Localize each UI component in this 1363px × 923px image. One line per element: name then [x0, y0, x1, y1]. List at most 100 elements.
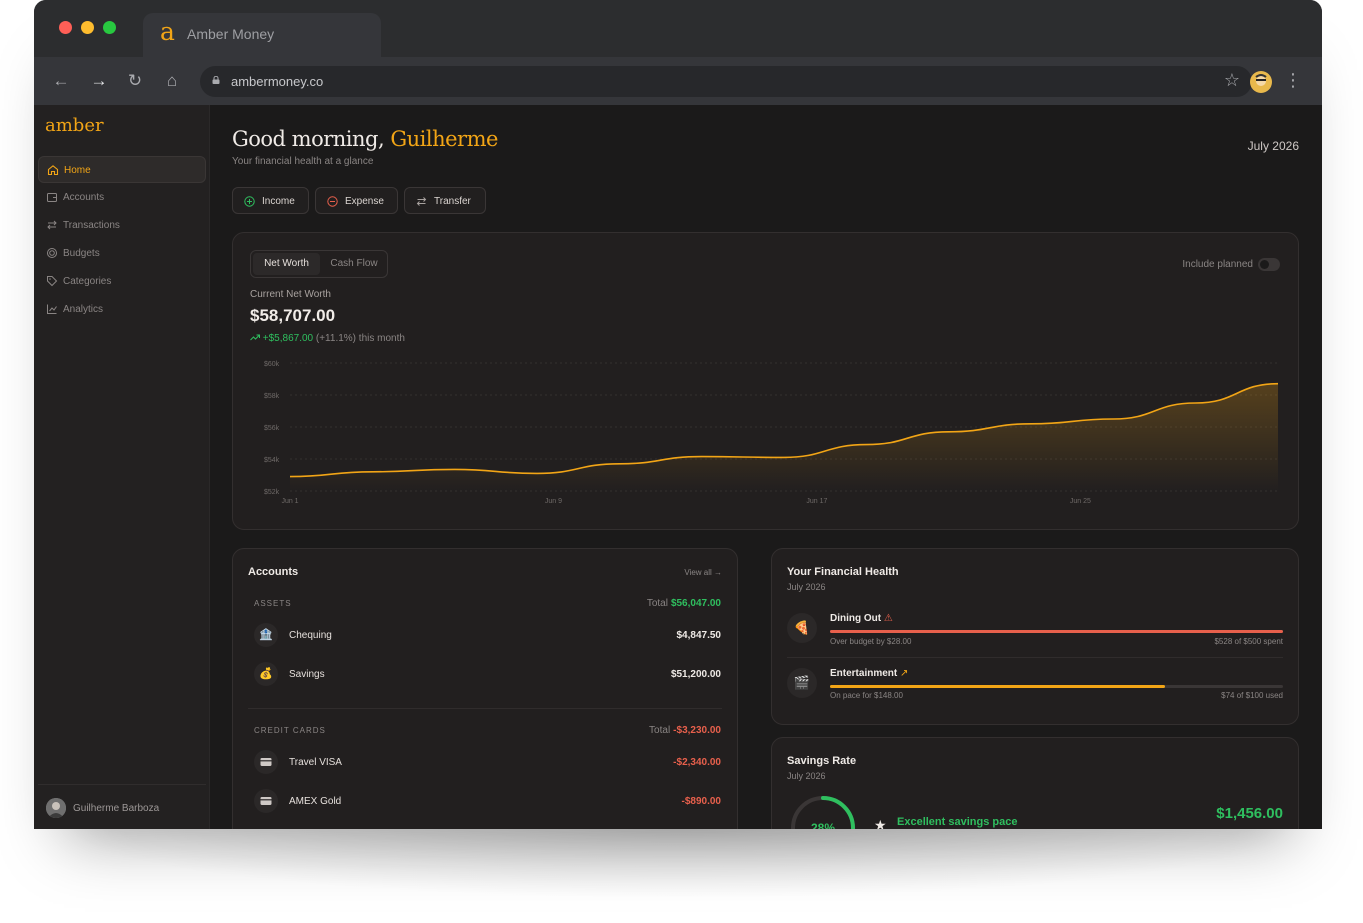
toggle-knob	[1260, 260, 1269, 269]
account-balance: -$2,340.00	[673, 757, 721, 768]
change-percent: (+11.1%)	[315, 333, 357, 344]
net-worth-label: Current Net Worth	[250, 289, 331, 300]
accounts-title: Accounts	[248, 566, 299, 578]
account-balance: $4,847.50	[676, 630, 722, 641]
financial-health-subtitle: July 2026	[787, 582, 826, 592]
wallet-icon	[47, 193, 57, 202]
profile-face-icon	[1251, 72, 1271, 92]
credit-total-value: -$3,230.00	[673, 725, 721, 736]
browser-toolbar: ← → ↻ ⌂ ambermoney.co ☆ ⋮	[34, 57, 1322, 105]
sidebar-item-label: Transactions	[63, 220, 120, 231]
arrows-icon	[47, 220, 57, 230]
assets-total-value: $56,047.00	[670, 598, 721, 609]
y-tick-label: $58k	[264, 393, 280, 400]
clapper-icon: 🎬	[787, 668, 817, 698]
user-name: Guilherme Barboza	[73, 803, 160, 814]
warning-icon: ⚠	[883, 613, 893, 624]
y-tick-label: $52k	[264, 489, 280, 496]
total-label: Total	[646, 598, 668, 609]
y-tick-label: $54k	[264, 457, 280, 464]
bookmark-star-icon[interactable]: ☆	[1223, 70, 1240, 90]
view-all-link[interactable]: View all →	[684, 568, 722, 577]
budget-spent: $528 of $500 spent	[1214, 637, 1283, 646]
sidebar-item-analytics[interactable]: Analytics	[38, 296, 206, 323]
pizza-icon: 🍕	[787, 613, 817, 643]
close-window-button[interactable]	[59, 21, 72, 34]
net-worth-area	[290, 383, 1278, 491]
home-icon	[47, 165, 59, 176]
sidebar-item-home[interactable]: Home	[38, 156, 206, 183]
budget-label: Entertainment	[830, 668, 898, 679]
tab-title: Amber Money	[187, 26, 275, 42]
savings-rate-subtitle: July 2026	[787, 771, 826, 781]
savings-rate-card: Savings Rate July 2026 28% ★ Excellent s…	[771, 737, 1299, 829]
budget-note: Over budget by $28.00	[830, 637, 912, 646]
browser-menu-icon[interactable]: ⋮	[1284, 70, 1302, 90]
add-income-button[interactable]: Income	[232, 187, 309, 214]
row-divider	[787, 657, 1283, 658]
view-switcher: Net Worth Cash Flow	[250, 250, 388, 278]
sidebar-item-accounts[interactable]: Accounts	[38, 184, 206, 211]
credit-card-glyph-icon	[260, 797, 272, 805]
greeting-name: Guilherme	[390, 127, 498, 151]
sidebar-item-transactions[interactable]: Transactions	[38, 212, 206, 239]
assets-header: ASSETS	[254, 599, 292, 608]
x-tick-label: Jun 1	[281, 498, 298, 505]
tab-net-worth[interactable]: Net Worth	[253, 253, 320, 275]
trend-up-icon: ↗	[900, 668, 909, 679]
net-worth-value: $58,707.00	[250, 306, 336, 325]
sidebar-item-label: Budgets	[63, 248, 100, 259]
financial-health-card: Your Financial Health July 2026 🍕 Dining…	[771, 548, 1299, 725]
account-name[interactable]: AMEX Gold	[289, 796, 342, 807]
net-worth-line	[289, 382, 1279, 478]
lock-icon	[212, 76, 220, 84]
savings-rate-title: Savings Rate	[787, 755, 857, 767]
sidebar-item-categories[interactable]: Categories	[38, 268, 206, 295]
bank-icon: 🏦	[254, 623, 278, 647]
tag-icon	[47, 276, 58, 287]
budget-note: On pace for $148.00	[830, 691, 903, 700]
transfer-icon	[416, 197, 427, 206]
savings-amount: $1,456.00	[1216, 805, 1283, 822]
plus-circle-icon	[244, 196, 255, 207]
account-balance: $51,200.00	[670, 669, 721, 680]
minimize-window-button[interactable]	[81, 21, 94, 34]
credit-cards-header: CREDIT CARDS	[254, 726, 326, 735]
brand-logo[interactable]: amber	[45, 115, 104, 136]
card-icon	[254, 750, 278, 774]
back-arrow-icon[interactable]: ←	[52, 71, 70, 90]
budget-name[interactable]: Dining Out ⚠	[830, 613, 893, 624]
budget-name[interactable]: Entertainment ↗	[830, 668, 908, 679]
tab-cash-flow[interactable]: Cash Flow	[330, 258, 378, 269]
home-browser-icon[interactable]: ⌂	[166, 71, 178, 90]
sidebar-item-label: Home	[64, 165, 91, 176]
net-worth-card: Net Worth Cash Flow Include planned Curr…	[232, 232, 1299, 530]
account-name[interactable]: Travel VISA	[289, 757, 342, 768]
change-amount: +$5,867.00	[262, 333, 314, 344]
y-tick-label: $56k	[264, 425, 280, 432]
income-label: Income	[262, 196, 295, 207]
browser-tab[interactable]: a Amber Money	[143, 13, 381, 57]
trend-up-icon	[250, 334, 260, 341]
net-worth-change: +$5,867.00 (+11.1%) this month	[250, 333, 405, 344]
minus-circle-icon	[327, 196, 338, 207]
add-expense-button[interactable]: Expense	[315, 187, 398, 214]
reload-icon[interactable]: ↻	[127, 71, 143, 90]
include-planned-toggle[interactable]	[1258, 258, 1280, 271]
sidebar-item-budgets[interactable]: Budgets	[38, 240, 206, 267]
sidebar-item-label: Analytics	[63, 304, 104, 315]
account-name[interactable]: Savings	[289, 669, 325, 680]
maximize-window-button[interactable]	[103, 21, 116, 34]
sidebar: amber Home Accounts Transactions Budgets…	[34, 105, 210, 829]
page-title: Good morning, Guilherme	[232, 127, 498, 151]
budget-label: Dining Out	[830, 613, 882, 624]
user-profile[interactable]: Guilherme Barboza	[38, 784, 206, 829]
x-tick-label: Jun 17	[806, 498, 827, 505]
account-name[interactable]: Chequing	[289, 630, 332, 641]
add-transfer-button[interactable]: Transfer	[404, 187, 486, 214]
budget-spent: $74 of $100 used	[1221, 691, 1283, 700]
profile-avatar[interactable]	[1250, 71, 1272, 93]
page-subtitle: Your financial health at a glance	[232, 156, 374, 167]
forward-arrow-icon[interactable]: →	[90, 71, 108, 90]
address-bar[interactable]: ambermoney.co ☆	[200, 66, 1252, 97]
